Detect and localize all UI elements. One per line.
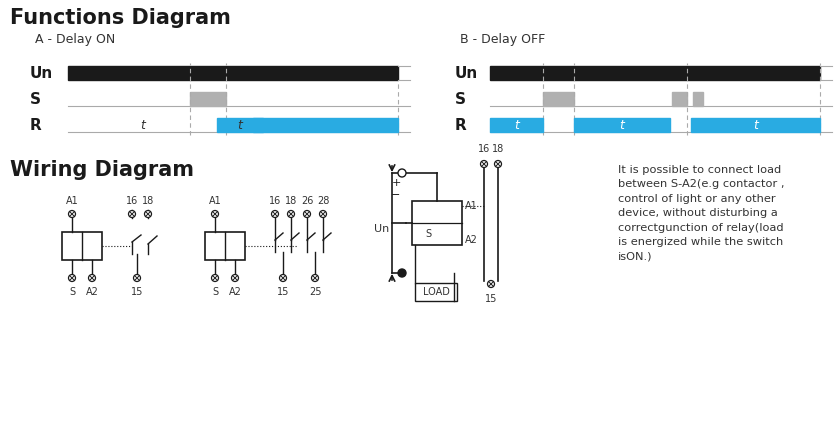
Text: B - Delay OFF: B - Delay OFF bbox=[460, 33, 545, 46]
Text: A2: A2 bbox=[228, 287, 241, 297]
Circle shape bbox=[487, 280, 495, 288]
Text: 15: 15 bbox=[277, 287, 289, 297]
Bar bbox=[690, 118, 820, 132]
Text: 18: 18 bbox=[285, 196, 297, 206]
Circle shape bbox=[303, 211, 311, 217]
Text: LOAD: LOAD bbox=[423, 287, 449, 297]
Bar bbox=[671, 92, 687, 106]
Circle shape bbox=[134, 274, 140, 282]
Text: 25: 25 bbox=[309, 287, 321, 297]
Bar bbox=[490, 118, 543, 132]
Text: t: t bbox=[139, 119, 144, 131]
Text: 18: 18 bbox=[492, 144, 504, 154]
Text: S: S bbox=[212, 287, 218, 297]
Text: t: t bbox=[753, 119, 758, 131]
Circle shape bbox=[212, 211, 218, 217]
Circle shape bbox=[495, 160, 501, 167]
Text: R: R bbox=[30, 118, 42, 133]
Text: S: S bbox=[455, 92, 466, 107]
Text: 16: 16 bbox=[269, 196, 281, 206]
Text: R: R bbox=[455, 118, 467, 133]
Circle shape bbox=[88, 274, 96, 282]
Text: Un: Un bbox=[374, 224, 389, 234]
Text: t: t bbox=[514, 119, 519, 131]
Text: 18: 18 bbox=[142, 196, 154, 206]
Circle shape bbox=[232, 274, 239, 282]
Bar bbox=[253, 118, 398, 132]
Circle shape bbox=[480, 160, 487, 167]
Text: A - Delay ON: A - Delay ON bbox=[35, 33, 115, 46]
Circle shape bbox=[312, 274, 318, 282]
Text: S: S bbox=[30, 92, 41, 107]
Text: 26: 26 bbox=[301, 196, 313, 206]
Circle shape bbox=[271, 211, 279, 217]
Text: 28: 28 bbox=[317, 196, 329, 206]
Bar bbox=[575, 118, 669, 132]
Text: 15: 15 bbox=[485, 294, 497, 304]
Bar bbox=[217, 118, 263, 132]
Bar bbox=[693, 92, 702, 106]
Circle shape bbox=[287, 211, 295, 217]
Circle shape bbox=[69, 274, 76, 282]
Circle shape bbox=[319, 211, 327, 217]
Text: A1: A1 bbox=[66, 196, 78, 206]
Circle shape bbox=[212, 274, 218, 282]
Text: Wiring Diagram: Wiring Diagram bbox=[10, 160, 194, 180]
Bar bbox=[543, 92, 575, 106]
Bar bbox=[190, 92, 227, 106]
Text: Functions Diagram: Functions Diagram bbox=[10, 8, 231, 28]
Circle shape bbox=[69, 211, 76, 217]
Text: 15: 15 bbox=[131, 287, 143, 297]
Text: S: S bbox=[425, 229, 431, 239]
Text: t: t bbox=[620, 119, 624, 131]
Bar bbox=[490, 66, 820, 80]
Text: A2: A2 bbox=[465, 235, 478, 245]
Text: 16: 16 bbox=[478, 144, 490, 154]
Text: It is possible to connect load
between S-A2(e.g contactor ,
control of light or : It is possible to connect load between S… bbox=[618, 165, 785, 262]
Circle shape bbox=[398, 169, 406, 177]
Bar bbox=[68, 66, 398, 80]
Text: 16: 16 bbox=[126, 196, 138, 206]
Bar bbox=[415, 283, 457, 301]
Text: +: + bbox=[391, 178, 401, 188]
Circle shape bbox=[398, 269, 406, 277]
Text: −: − bbox=[391, 190, 401, 200]
Bar bbox=[62, 232, 102, 260]
Circle shape bbox=[144, 211, 151, 217]
Text: A1: A1 bbox=[208, 196, 222, 206]
Text: A1: A1 bbox=[465, 201, 478, 211]
Text: S: S bbox=[69, 287, 75, 297]
Bar bbox=[412, 201, 462, 245]
Text: A2: A2 bbox=[86, 287, 98, 297]
Text: t: t bbox=[237, 119, 242, 131]
Text: Un: Un bbox=[455, 65, 478, 80]
Circle shape bbox=[280, 274, 286, 282]
Text: Un: Un bbox=[30, 65, 53, 80]
Bar bbox=[205, 232, 245, 260]
Circle shape bbox=[129, 211, 135, 217]
